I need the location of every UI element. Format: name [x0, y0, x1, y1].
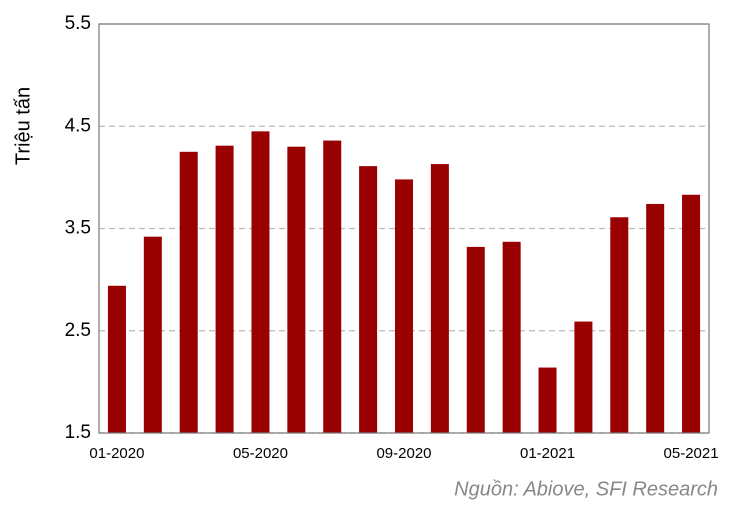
- bar: [574, 321, 593, 433]
- bar: [215, 145, 234, 434]
- bar: [502, 241, 521, 433]
- bar: [466, 246, 485, 433]
- bar: [610, 217, 629, 433]
- y-tick-label: 2.5: [65, 320, 91, 341]
- y-tick-label: 3.5: [65, 218, 91, 239]
- bar: [430, 164, 449, 433]
- y-axis-label: Triệu tấn: [12, 87, 34, 165]
- x-tick-label: 01-2021: [520, 445, 575, 462]
- plot-border: [98, 23, 710, 434]
- x-tick-label: 05-2020: [233, 445, 288, 462]
- bar: [179, 151, 198, 433]
- source-note: Nguồn: Abiove, SFI Research: [454, 478, 718, 500]
- y-tick-label: 1.5: [65, 422, 91, 443]
- bar: [107, 285, 126, 433]
- bar: [323, 140, 342, 433]
- bar: [646, 203, 665, 433]
- bar: [287, 146, 306, 433]
- bar: [682, 194, 701, 433]
- bar: [359, 166, 378, 433]
- x-tick-label: 09-2020: [376, 445, 431, 462]
- x-tick-label: 01-2020: [89, 445, 144, 462]
- x-tick-label: 05-2021: [664, 445, 719, 462]
- y-tick-label: 5.5: [65, 13, 91, 34]
- y-tick-label: 4.5: [65, 115, 91, 136]
- bar: [143, 236, 162, 433]
- bar: [395, 179, 413, 433]
- bar: [251, 131, 270, 434]
- bar: [538, 367, 557, 433]
